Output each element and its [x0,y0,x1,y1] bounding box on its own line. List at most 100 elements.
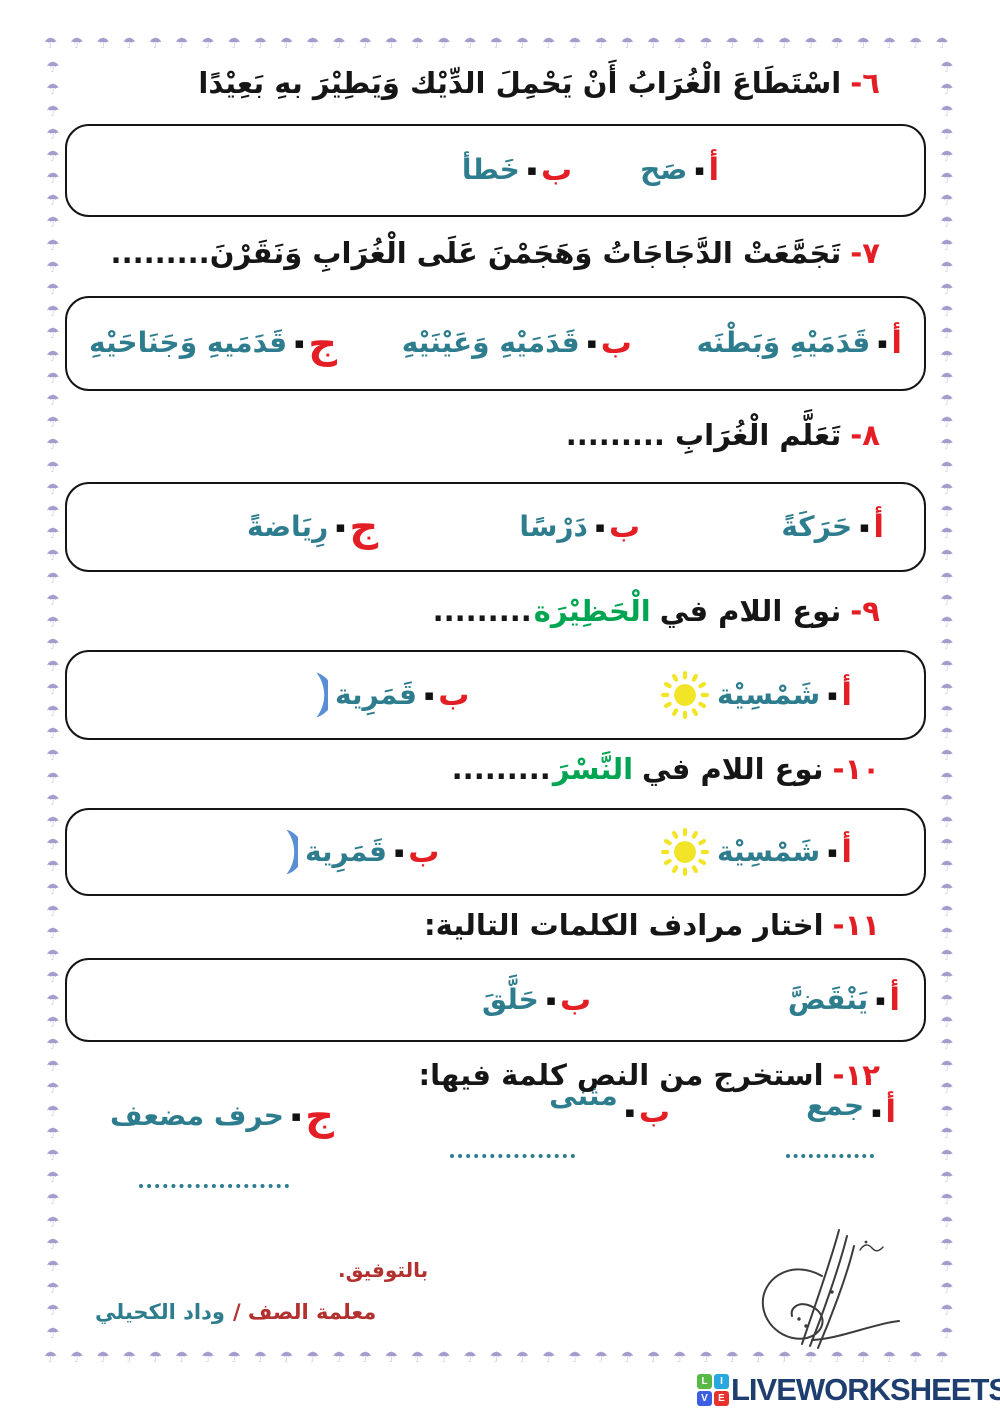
liveworksheets-logo[interactable]: L I V E LIVEWORKSHEETS [697,1372,1000,1408]
question-12-text: استخرج من النص كلمة فيها: [418,1058,824,1092]
option-text: رِيَاضةً [247,509,329,543]
q8-option-c[interactable]: ج ▪ رِيَاضةً [247,507,378,547]
logo-tile-v: V [697,1391,712,1406]
q12-option-b-group: ب ▪ مثنى [449,1079,670,1188]
question-9-text: نوع اللام في [659,594,842,628]
logo-tile-i: I [714,1374,729,1389]
option-dash: ▪ [594,517,606,536]
umbrella-border-right: ☂ ☂ ☂ ☂ ☂ ☂ ☂ ☂ ☂ ☂ ☂ ☂ ☂ ☂ ☂ ☂ ☂ ☂ ☂ ☂ … [940,58,954,1342]
option-letter: أ [841,833,852,870]
option-letter: ب [638,1093,670,1130]
q12-answer-blank-c[interactable] [138,1184,289,1188]
option-text: شَمْسِيْة [716,834,821,868]
option-text: حَرَكَةً [781,509,853,543]
sun-icon [661,671,709,719]
option-dash: ▪ [871,1102,882,1121]
question-9-dots: ......... [432,594,532,628]
q6-option-a[interactable]: أ ▪ صَح [640,154,719,186]
question-11-number: ١١- [832,908,880,942]
q12-answer-blank-a[interactable] [786,1154,874,1159]
option-text: قَمَرِية [305,834,388,868]
q12-answer-blank-b[interactable] [449,1154,575,1159]
moon-icon [286,829,298,875]
answer-box-q6: أ ▪ صَح ب ▪ خَطأ [65,124,926,217]
q6-option-b[interactable]: ب ▪ خَطأ [462,154,572,186]
q8-option-b[interactable]: ب ▪ دَرْسًا [519,508,641,545]
question-7-text: تَجَمَّعَتْ الدَّجَاجَاتُ وَهَجَمْنَ عَل… [110,236,842,270]
question-10-dots: ......... [451,752,551,786]
question-10-highlight-word: النَّسْرَ [552,752,634,786]
q12-options-row: أ ▪ جمع ب ▪ مثنى ج ▪ حرف مضعف [65,1079,926,1188]
option-letter: أ [708,152,720,188]
option-text: قَدَمَيْهِ وَعَيْنَيْهِ [401,326,580,360]
question-11-heading: ١١- اختار مرادف الكلمات التالية: [424,908,880,942]
option-text: قَدَمَيهِ وَجَنَاحَيْهِ [89,326,288,360]
q12-option-a[interactable]: أ ▪ جمع [786,1089,896,1128]
question-8-number: ٨- [850,418,880,452]
option-dash: ▪ [335,517,346,536]
option-letter: ج [308,320,338,367]
teacher-line: معلمة الصف / وداد الكحيلي [95,1300,376,1324]
option-letter: أ [891,325,902,361]
q8-option-a[interactable]: أ ▪ حَرَكَةً [781,509,884,543]
option-dash: ▪ [394,842,405,861]
option-dash: ▪ [294,334,305,352]
q7-option-a[interactable]: أ ▪ قَدَمَيْهِ وَبَطْنَه [697,327,902,359]
q12-option-c-group: ج ▪ حرف مضعف [110,1096,334,1188]
option-dash: ▪ [827,685,838,704]
question-9-heading: ٩- نوع اللام في الْحَظِيْرَة ......... [433,594,880,628]
question-7-heading: ٧- تَجَمَّعَتْ الدَّجَاجَاتُ وَهَجَمْنَ … [111,236,880,270]
option-letter: ب [600,325,632,361]
option-dash: ▪ [290,1106,302,1125]
teacher-signature [761,1229,900,1349]
option-dash: ▪ [424,685,435,704]
q10-option-b[interactable]: ب ▪ قَمَرِية [262,826,439,878]
question-6-text: اسْتَطَاعَ الْغُرَابُ أَنْ يَحْمِلَ الدِ… [198,66,842,100]
umbrella-border-left: ☂ ☂ ☂ ☂ ☂ ☂ ☂ ☂ ☂ ☂ ☂ ☂ ☂ ☂ ☂ ☂ ☂ ☂ ☂ ☂ … [46,58,60,1342]
option-letter: ج [349,504,379,550]
q9-option-a[interactable]: أ ▪ شَمْسِيْة [660,670,852,720]
option-dash: ▪ [545,990,557,1009]
question-10-heading: ١٠- نوع اللام في النَّسْرَ ......... [452,752,880,786]
option-text: دَرْسًا [519,509,588,543]
question-12-heading: ١٢- استخرج من النص كلمة فيها: [419,1058,880,1092]
option-dash: ▪ [827,842,838,861]
option-text: قَدَمَيْهِ وَبَطْنَه [696,326,871,360]
question-7-number: ٧- [850,236,880,270]
option-dash: ▪ [694,161,705,179]
option-text: خَطأ [461,153,520,187]
q11-option-a[interactable]: أ ▪ يَنْقَضَّ [788,981,900,1018]
q12-option-c[interactable]: ج ▪ حرف مضعف [110,1096,334,1136]
option-letter: أ [889,981,900,1018]
question-6-number: ٦- [850,66,880,100]
q12-option-b[interactable]: ب ▪ مثنى [450,1079,670,1130]
question-10-text: نوع اللام في [642,752,824,786]
question-8-text: تَعَلَّم الْغُرَابِ ......... [565,418,842,452]
question-9-number: ٩- [850,594,880,628]
q9-option-b[interactable]: ب ▪ قَمَرِية [292,669,469,721]
q11-option-b[interactable]: ب ▪ حَلَّقَ [482,981,592,1018]
option-letter: ب [438,676,470,713]
umbrella-border-bottom: ☂ ☂ ☂ ☂ ☂ ☂ ☂ ☂ ☂ ☂ ☂ ☂ ☂ ☂ ☂ ☂ ☂ ☂ ☂ ☂ … [44,1348,956,1366]
option-text: جمع [806,1089,865,1122]
option-text: صَح [640,153,688,187]
answer-box-q8: أ ▪ حَرَكَةً ب ▪ دَرْسًا ج ▪ رِيَاضةً [65,482,926,572]
option-text: مثنى [549,1079,618,1112]
question-11-text: اختار مرادف الكلمات التالية: [424,908,824,942]
answer-box-q9: أ ▪ شَمْسِيْة [65,650,926,740]
sun-icon [661,828,709,876]
liveworksheets-logo-icon: L I V E [697,1374,729,1406]
answer-box-q11: أ ▪ يَنْقَضَّ ب ▪ حَلَّقَ [65,958,926,1042]
q12-option-a-group: أ ▪ جمع [786,1089,896,1188]
q7-option-b[interactable]: ب ▪ قَدَمَيْهِ وَعَيْنَيْهِ [402,327,632,359]
option-dash: ▪ [859,517,870,536]
option-letter: ب [609,508,641,545]
option-letter: ج [305,1093,334,1139]
q7-option-c[interactable]: ج ▪ قَدَمَيهِ وَجَنَاحَيْهِ [89,324,337,364]
option-letter: ب [560,981,592,1018]
option-dash: ▪ [875,990,886,1009]
option-dash: ▪ [624,1102,635,1121]
option-text: قَمَرِية [335,677,418,711]
option-dash: ▪ [526,161,537,179]
q10-option-a[interactable]: أ ▪ شَمْسِيْة [660,827,852,877]
